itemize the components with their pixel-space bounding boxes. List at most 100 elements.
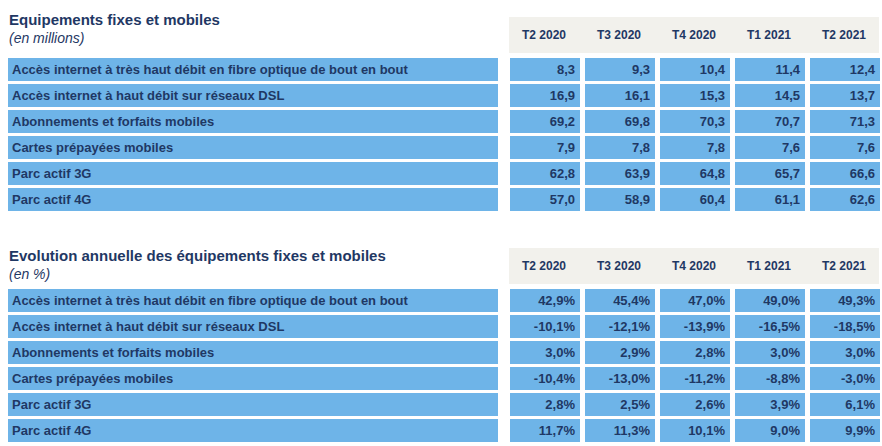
value-cell: 62,8 [510, 162, 580, 185]
row-label: Parc actif 3G [8, 162, 498, 185]
value-cell: 57,0 [510, 188, 580, 211]
value-cell: 15,3 [660, 84, 730, 107]
value-cell: 2,9% [585, 341, 655, 364]
value-cell: 11,4 [735, 58, 805, 81]
table-row: Accès internet à haut débit sur réseaux … [0, 315, 882, 338]
value-cell: -16,5% [735, 315, 805, 338]
value-cell: 10,1% [660, 419, 730, 442]
value-cell: -18,5% [810, 315, 880, 338]
value-cell: 47,0% [660, 289, 730, 312]
value-cell: 58,9 [585, 188, 655, 211]
value-cell: 42,9% [510, 289, 580, 312]
value-cell: 70,3 [660, 110, 730, 133]
row-label: Parc actif 3G [8, 393, 498, 416]
column-header-band: T2 2020 T3 2020 T4 2020 T1 2021 T2 2021 [509, 248, 879, 284]
table-unit: (en millions) [9, 29, 509, 47]
value-cell: 9,0% [735, 419, 805, 442]
value-cell: 6,1% [810, 393, 880, 416]
table-row: Accès internet à très haut débit en fibr… [0, 58, 882, 81]
table-evolution-header: Evolution annuelle des équipements fixes… [0, 239, 882, 285]
table-evolution-titles: Evolution annuelle des équipements fixes… [0, 239, 509, 285]
value-cell: 3,0% [810, 341, 880, 364]
value-cell: 2,5% [585, 393, 655, 416]
table-row: Abonnements et forfaits mobiles 3,0% 2,9… [0, 341, 882, 364]
value-cell: 65,7 [735, 162, 805, 185]
value-cell: 49,3% [810, 289, 880, 312]
row-label: Accès internet à haut débit sur réseaux … [8, 315, 498, 338]
value-cell: 49,0% [735, 289, 805, 312]
table-equipements-rows: Accès internet à très haut débit en fibr… [0, 58, 882, 211]
value-cell: 69,2 [510, 110, 580, 133]
column-header: T3 2020 [584, 28, 654, 42]
row-label: Accès internet à haut débit sur réseaux … [8, 84, 498, 107]
report-page: Equipements fixes et mobiles (en million… [0, 0, 882, 446]
value-cell: 70,7 [735, 110, 805, 133]
table-evolution-rows: Accès internet à très haut débit en fibr… [0, 289, 882, 442]
column-header-band: T2 2020 T3 2020 T4 2020 T1 2021 T2 2021 [509, 17, 879, 53]
value-cell: 16,9 [510, 84, 580, 107]
table-row: Accès internet à haut débit sur réseaux … [0, 84, 882, 107]
value-cell: 62,6 [810, 188, 880, 211]
value-cell: 9,9% [810, 419, 880, 442]
row-label: Accès internet à très haut débit en fibr… [8, 289, 498, 312]
value-cell: 66,6 [810, 162, 880, 185]
column-header: T2 2020 [509, 28, 579, 42]
value-cell: -13,9% [660, 315, 730, 338]
table-equipements: Equipements fixes et mobiles (en million… [0, 8, 882, 211]
table-equipements-titles: Equipements fixes et mobiles (en million… [0, 8, 509, 54]
value-cell: 10,4 [660, 58, 730, 81]
value-cell: 3,0% [510, 341, 580, 364]
value-cell: -12,1% [585, 315, 655, 338]
value-cell: 7,8 [585, 136, 655, 159]
table-row: Parc actif 4G 11,7% 11,3% 10,1% 9,0% 9,9… [0, 419, 882, 442]
value-cell: 7,6 [810, 136, 880, 159]
value-cell: 7,9 [510, 136, 580, 159]
value-cell: 61,1 [735, 188, 805, 211]
value-cell: 2,6% [660, 393, 730, 416]
value-cell: -3,0% [810, 367, 880, 390]
value-cell: 60,4 [660, 188, 730, 211]
column-header: T2 2021 [809, 28, 879, 42]
value-cell: 14,5 [735, 84, 805, 107]
value-cell: 69,8 [585, 110, 655, 133]
value-cell: -10,1% [510, 315, 580, 338]
row-label: Parc actif 4G [8, 188, 498, 211]
column-header: T1 2021 [734, 259, 804, 273]
value-cell: 2,8% [510, 393, 580, 416]
column-header: T1 2021 [734, 28, 804, 42]
column-header: T2 2021 [809, 259, 879, 273]
value-cell: 45,4% [585, 289, 655, 312]
table-row: Abonnements et forfaits mobiles 69,2 69,… [0, 110, 882, 133]
value-cell: 8,3 [510, 58, 580, 81]
value-cell: 11,7% [510, 419, 580, 442]
row-label: Cartes prépayées mobiles [8, 367, 498, 390]
row-label: Accès internet à très haut débit en fibr… [8, 58, 498, 81]
value-cell: 7,6 [735, 136, 805, 159]
value-cell: 3,9% [735, 393, 805, 416]
table-row: Cartes prépayées mobiles 7,9 7,8 7,8 7,6… [0, 136, 882, 159]
value-cell: -11,2% [660, 367, 730, 390]
value-cell: 7,8 [660, 136, 730, 159]
row-label: Parc actif 4G [8, 419, 498, 442]
value-cell: -10,4% [510, 367, 580, 390]
table-row: Parc actif 4G 57,0 58,9 60,4 61,1 62,6 [0, 188, 882, 211]
value-cell: 2,8% [660, 341, 730, 364]
table-row: Parc actif 3G 62,8 63,9 64,8 65,7 66,6 [0, 162, 882, 185]
value-cell: 63,9 [585, 162, 655, 185]
value-cell: 64,8 [660, 162, 730, 185]
row-label: Abonnements et forfaits mobiles [8, 110, 498, 133]
value-cell: -8,8% [735, 367, 805, 390]
table-unit: (en %) [9, 265, 509, 283]
column-header: T4 2020 [659, 28, 729, 42]
table-evolution: Evolution annuelle des équipements fixes… [0, 239, 882, 442]
column-header: T3 2020 [584, 259, 654, 273]
value-cell: 12,4 [810, 58, 880, 81]
value-cell: 13,7 [810, 84, 880, 107]
value-cell: 9,3 [585, 58, 655, 81]
table-title: Evolution annuelle des équipements fixes… [9, 246, 509, 265]
table-title: Equipements fixes et mobiles [9, 10, 509, 29]
row-label: Cartes prépayées mobiles [8, 136, 498, 159]
value-cell: -13,0% [585, 367, 655, 390]
row-label: Abonnements et forfaits mobiles [8, 341, 498, 364]
column-header: T2 2020 [509, 259, 579, 273]
